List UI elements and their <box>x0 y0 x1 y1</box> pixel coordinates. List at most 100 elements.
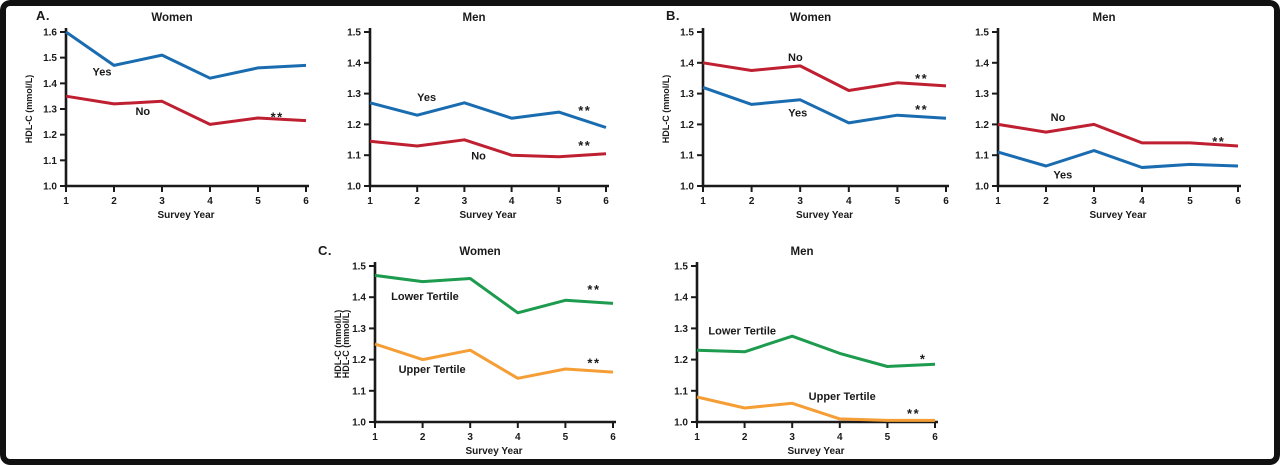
significance-annotations: ** ** <box>587 282 599 370</box>
svg-text:1.0: 1.0 <box>43 182 57 193</box>
significance-marker: ** <box>1212 134 1225 149</box>
axes-spines <box>996 28 1241 188</box>
svg-text:6: 6 <box>603 196 609 207</box>
series-label: No <box>1051 112 1066 124</box>
svg-text:1.0: 1.0 <box>352 418 366 429</box>
axis-ticks <box>691 265 936 428</box>
axis-tick-labels: 1.0 1.1 1.2 1.3 1.4 1.5 1.6 1 2 3 4 5 6 <box>43 28 309 208</box>
axis-ticks <box>697 31 947 192</box>
series-label: Yes <box>788 108 807 120</box>
x-axis-title: Survey Year <box>465 446 522 457</box>
svg-text:5: 5 <box>255 196 261 207</box>
subplot-b-men-chart: 1.0 1.1 1.2 1.3 1.4 1.5 1 2 3 4 5 6 Men Survey Year No… <box>954 6 1252 222</box>
svg-text:6: 6 <box>303 196 309 207</box>
y-axis-title: HDL-C (mmol/L) <box>333 310 343 379</box>
series-line <box>702 85 947 125</box>
series-line <box>374 273 614 315</box>
significance-marker: ** <box>915 102 928 117</box>
svg-text:5: 5 <box>556 196 562 207</box>
series-label: Lower Tertile <box>391 291 459 303</box>
svg-text:1.3: 1.3 <box>680 89 694 100</box>
svg-text:4: 4 <box>1139 196 1145 207</box>
series-no: No <box>997 112 1239 148</box>
significance-marker: ** <box>578 138 591 153</box>
axes-spines <box>64 28 309 188</box>
svg-text:1.3: 1.3 <box>352 324 366 335</box>
x-axis-title: Survey Year <box>796 210 853 221</box>
panel-label-b: B. <box>666 8 680 23</box>
panel-label-c: C. <box>318 243 332 258</box>
svg-text:1.0: 1.0 <box>680 182 694 193</box>
axis-tick-labels: 1.0 1.1 1.2 1.3 1.4 1.5 1 2 3 4 5 6 <box>680 28 949 208</box>
x-axis-title: Survey Year <box>1089 210 1146 221</box>
axis-tick-labels: 1.0 1.1 1.2 1.3 1.4 1.5 1 2 3 4 5 6 <box>975 28 1241 208</box>
axes-spines <box>373 262 616 424</box>
axis-tick-labels: 1.0 1.1 1.2 1.3 1.4 1.5 1 2 3 4 5 6 <box>352 262 616 444</box>
a-men-svg: 1.0 1.1 1.2 1.3 1.4 1.5 1 2 3 4 5 6 Men Survey Year Ye… <box>347 12 609 221</box>
svg-text:2: 2 <box>420 432 426 443</box>
axis-ticks <box>369 265 614 428</box>
series-label: Lower Tertile <box>708 325 776 337</box>
svg-text:6: 6 <box>1235 196 1241 207</box>
x-axis-title: Survey Year <box>459 210 516 221</box>
series-no: No <box>702 52 947 92</box>
svg-text:1: 1 <box>700 196 706 207</box>
panel-label-a: A. <box>36 8 50 23</box>
svg-text:3: 3 <box>797 196 803 207</box>
svg-text:1: 1 <box>372 432 378 443</box>
significance-marker: ** <box>578 103 591 118</box>
subplot-c-men-chart: 1.0 1.1 1.2 1.3 1.4 1.5 1 2 3 4 5 6 Men Survey Year Lo… <box>653 240 949 458</box>
series-lower-tertile: Lower Tertile <box>696 325 936 368</box>
c-men-svg: 1.0 1.1 1.2 1.3 1.4 1.5 1 2 3 4 5 6 Men Survey Year Lo… <box>674 246 938 457</box>
subplot-b-women-chart: 1.0 1.1 1.2 1.3 1.4 1.5 1 2 3 4 5 6 Women Survey Year… <box>659 6 960 222</box>
svg-text:1.5: 1.5 <box>43 53 57 64</box>
series-no: No <box>65 94 307 126</box>
significance-marker: ** <box>907 406 920 421</box>
series-label: No <box>471 150 486 162</box>
svg-text:1.3: 1.3 <box>43 105 57 116</box>
svg-text:1.4: 1.4 <box>680 58 694 69</box>
b-women-svg: 1.0 1.1 1.2 1.3 1.4 1.5 1 2 3 4 5 6 Women Survey Year… <box>661 12 949 221</box>
series-no: No <box>369 138 607 162</box>
axes-spines <box>695 262 938 424</box>
series-label: Yes <box>93 66 112 78</box>
significance-annotations: ** ** <box>915 71 928 117</box>
svg-text:1.3: 1.3 <box>674 324 688 335</box>
svg-text:1.5: 1.5 <box>352 262 366 273</box>
axes-spines <box>368 28 609 188</box>
svg-text:4: 4 <box>846 196 852 207</box>
svg-text:3: 3 <box>467 432 473 443</box>
series-line <box>997 149 1239 169</box>
chart-title: Men <box>1093 12 1116 24</box>
subplot-a-women-chart: 1.0 1.1 1.2 1.3 1.4 1.5 1.6 1 2 3 4 5 6 Women Survey Y… <box>22 6 320 222</box>
svg-text:1.1: 1.1 <box>347 151 361 162</box>
c-women-svg: 1.0 1.1 1.2 1.3 1.4 1.5 1 2 3 4 5 6 Women Survey Year… <box>333 246 616 457</box>
svg-text:1.1: 1.1 <box>975 151 989 162</box>
series-line <box>65 94 307 126</box>
y-axis-title: HDL-C (mmol/L) <box>661 75 671 144</box>
svg-text:1.2: 1.2 <box>975 120 989 131</box>
chart-titles: Men Survey Year <box>787 246 844 457</box>
svg-text:1: 1 <box>995 196 1001 207</box>
svg-text:3: 3 <box>159 196 165 207</box>
significance-annotations: ** ** <box>578 103 591 153</box>
series-line <box>369 138 607 159</box>
svg-text:1: 1 <box>694 432 700 443</box>
chart-title: Women <box>790 12 831 24</box>
svg-text:4: 4 <box>509 196 515 207</box>
series-line <box>369 101 607 129</box>
subplot-a-men-chart: 1.0 1.1 1.2 1.3 1.4 1.5 1 2 3 4 5 6 Men Survey Year Ye… <box>326 6 620 222</box>
svg-text:3: 3 <box>1091 196 1097 207</box>
series-yes: Yes <box>369 92 607 129</box>
svg-text:6: 6 <box>932 432 938 443</box>
significance-annotations: ** <box>1212 134 1225 149</box>
significance-annotations: *** <box>907 351 925 421</box>
series-line <box>702 61 947 92</box>
x-axis-title: Survey Year <box>157 210 214 221</box>
chart-titles: Men Survey Year <box>1089 12 1146 221</box>
svg-text:1.4: 1.4 <box>43 79 57 90</box>
svg-text:1.2: 1.2 <box>680 120 694 131</box>
svg-text:1.4: 1.4 <box>347 58 361 69</box>
svg-text:1.3: 1.3 <box>347 89 361 100</box>
axes-spines <box>701 28 949 188</box>
